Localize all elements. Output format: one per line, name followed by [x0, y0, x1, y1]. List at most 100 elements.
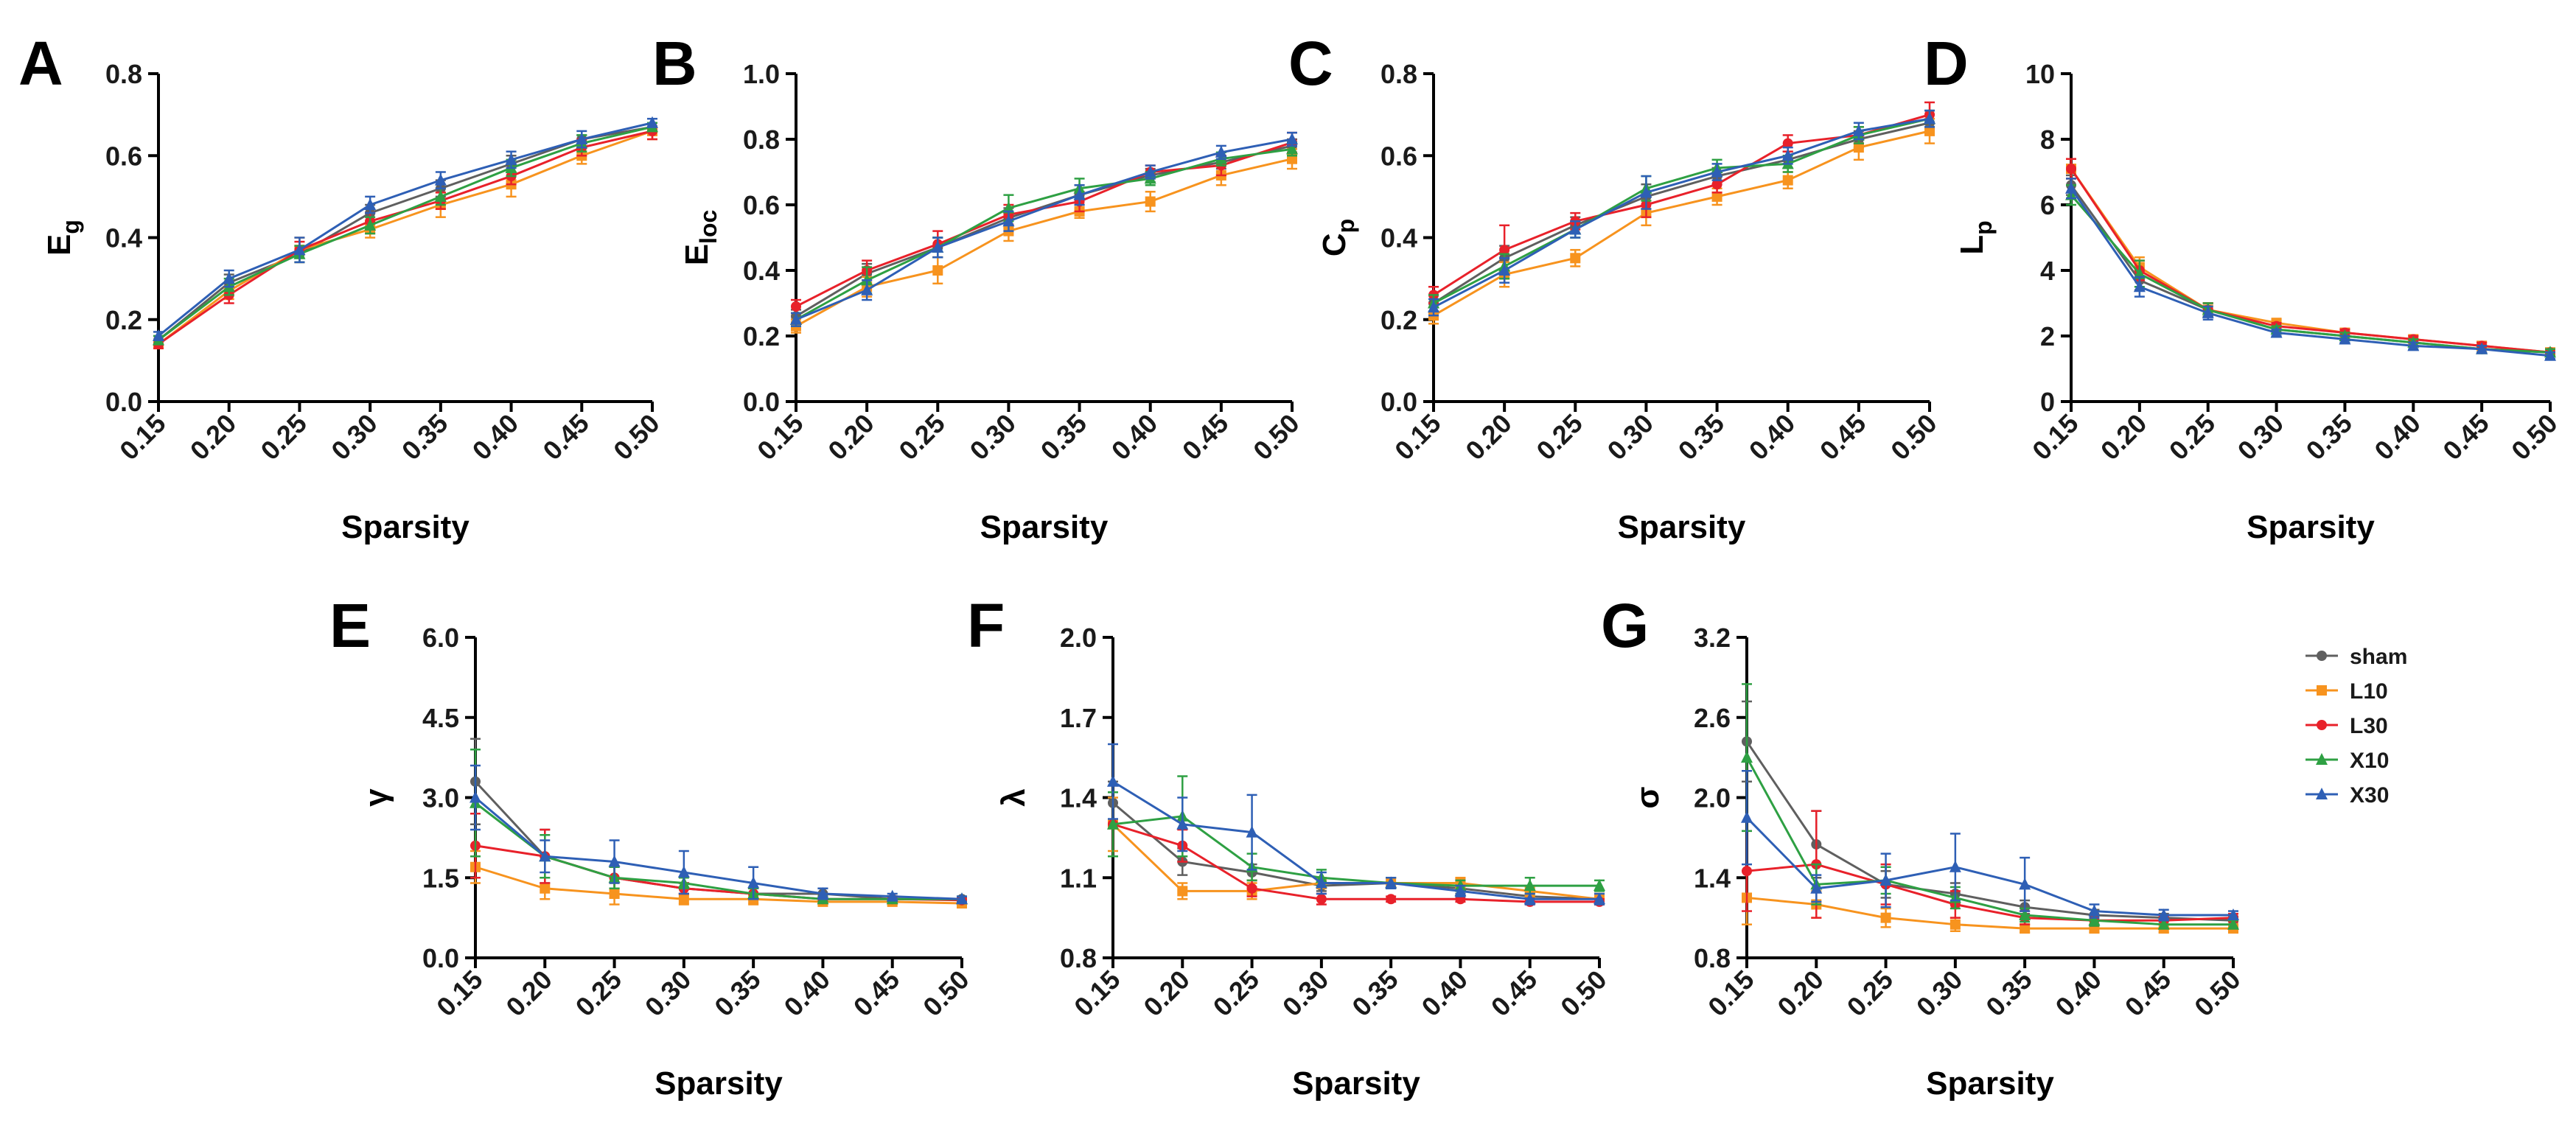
series-line	[2070, 168, 2551, 354]
x-tick-label: 0.30	[964, 408, 1022, 466]
panel-d: D 0 2 4 6 8 10 0.15 0.20 0.25 0.30 0.35 0.40 0.45 0.50…	[1924, 29, 2563, 545]
legend-marker	[2317, 720, 2327, 730]
data-point	[2407, 339, 2420, 351]
x-tick-label: 0.25	[893, 408, 951, 466]
y-tick-label: 0.0	[1381, 387, 1417, 417]
x-tick-label: 0.50	[1885, 408, 1943, 466]
x-tick-label: 0.35	[708, 964, 767, 1023]
legend-label: L10	[2350, 679, 2388, 704]
data-point	[2339, 332, 2351, 345]
panel-letter-b: B	[652, 29, 697, 98]
y-tick-label: 0.8	[1694, 943, 1731, 973]
series-line	[158, 125, 653, 341]
x-tick-label: 0.15	[2026, 408, 2084, 466]
panel-e: E0.01.53.04.56.00.15 0.20 0.25 0.30 0.35 0.40…	[329, 591, 975, 1102]
data-point	[1177, 886, 1188, 897]
series-line	[1745, 740, 2234, 922]
data-point	[576, 133, 588, 144]
x-tick-label: 0.25	[1841, 964, 1899, 1023]
x-tick-label: 0.25	[255, 408, 313, 466]
data-point	[1145, 196, 1156, 207]
x-tick-label: 0.40	[1106, 408, 1164, 466]
data-point	[1386, 894, 1397, 905]
legend-marker	[2316, 788, 2328, 799]
y-tick-label: 4	[2040, 256, 2055, 286]
data-point	[1594, 879, 1605, 892]
data-point	[2157, 908, 2170, 920]
x-tick-label: 0.35	[1035, 408, 1093, 466]
series-l10	[791, 148, 1297, 334]
data-point	[1569, 223, 1582, 235]
y-axis-title-subscript: p	[1333, 219, 1359, 234]
y-tick-label: 2.6	[1694, 703, 1731, 733]
panel-g: G0.81.42.02.63.20.15 0.20 0.25 0.30 0.35 0.40…	[1601, 591, 2247, 1102]
data-point	[677, 866, 690, 878]
series-line	[475, 796, 963, 900]
series-line	[1745, 816, 2233, 917]
legend: sham L10 L30 X10 X30	[2306, 645, 2407, 808]
y-tick-label: 4.5	[422, 703, 459, 733]
x-tick-label: 0.35	[1672, 408, 1731, 466]
x-tick-label: 0.40	[467, 408, 525, 466]
y-tick-label: 1.7	[1060, 703, 1097, 733]
data-point	[817, 887, 829, 899]
y-tick-label: 0.2	[743, 321, 780, 351]
y-tick-label: 0	[2040, 387, 2055, 417]
y-axis-title: λ	[996, 788, 1032, 806]
x-tick-label: 0.20	[500, 964, 558, 1023]
data-point	[2544, 349, 2556, 361]
y-axis-title-subscript: p	[1970, 220, 1997, 235]
x-tick-label: 0.25	[2163, 408, 2221, 466]
series-line	[1433, 117, 1930, 304]
y-axis-title: Eg	[41, 220, 84, 256]
panel-letter-a: A	[18, 29, 63, 98]
series-line	[1746, 896, 2233, 930]
series-line	[1433, 130, 1930, 317]
series-x30	[2065, 178, 2556, 361]
series-line	[1112, 802, 1600, 900]
y-tick-label: 0.6	[743, 190, 780, 220]
x-tick-label: 0.45	[2119, 964, 2177, 1023]
x-tick-label: 0.50	[917, 964, 975, 1023]
data-point	[1286, 133, 1298, 144]
series-x30	[1428, 109, 1936, 317]
series-line	[2070, 187, 2551, 357]
panel-c: C0.00.20.40.60.80.15 0.20 0.25 0.30 0.35 0.40…	[1288, 29, 1943, 545]
data-point	[470, 791, 481, 803]
legend-label: L30	[2350, 714, 2388, 738]
data-point	[2157, 917, 2170, 930]
data-point	[2020, 923, 2031, 934]
y-tick-label: 2.0	[1060, 623, 1097, 653]
x-tick-label: 0.50	[2505, 408, 2563, 466]
data-point	[1711, 179, 1722, 190]
x-tick-label: 0.30	[2232, 408, 2290, 466]
data-point	[2202, 306, 2214, 318]
x-axis-title: Sparsity	[341, 509, 470, 545]
y-tick-label: 2.0	[1694, 783, 1731, 813]
data-point	[1176, 817, 1189, 830]
data-point	[790, 312, 802, 325]
panel-letter-f: F	[967, 591, 1005, 660]
data-point	[1107, 817, 1119, 830]
y-tick-label: 1.4	[1694, 863, 1731, 893]
data-point	[1879, 873, 1892, 886]
x-tick-label: 0.30	[639, 964, 697, 1023]
y-tick-label: 0.4	[105, 223, 142, 253]
x-tick-label: 0.20	[822, 408, 880, 466]
series-x30	[470, 764, 968, 905]
y-tick-label: 3.0	[422, 783, 459, 813]
legend-item-sham: sham	[2306, 645, 2407, 669]
y-axis-title-main: λ	[996, 788, 1032, 806]
x-tick-label: 0.35	[396, 408, 454, 466]
y-tick-label: 1.5	[422, 863, 459, 893]
x-axis-title: Sparsity	[1926, 1065, 2054, 1102]
y-tick-label: 0.6	[105, 141, 142, 171]
y-tick-label: 0.8	[743, 125, 780, 155]
series-line	[475, 866, 963, 905]
x-tick-label: 0.35	[1980, 964, 2038, 1023]
data-point	[434, 189, 447, 202]
y-tick-label: 0.4	[743, 256, 780, 286]
data-point	[1810, 881, 1823, 894]
series-line	[1433, 113, 1930, 296]
panel-a: A0.00.20.40.60.80.15 0.20 0.25 0.30 0.35 0.40…	[18, 29, 666, 545]
